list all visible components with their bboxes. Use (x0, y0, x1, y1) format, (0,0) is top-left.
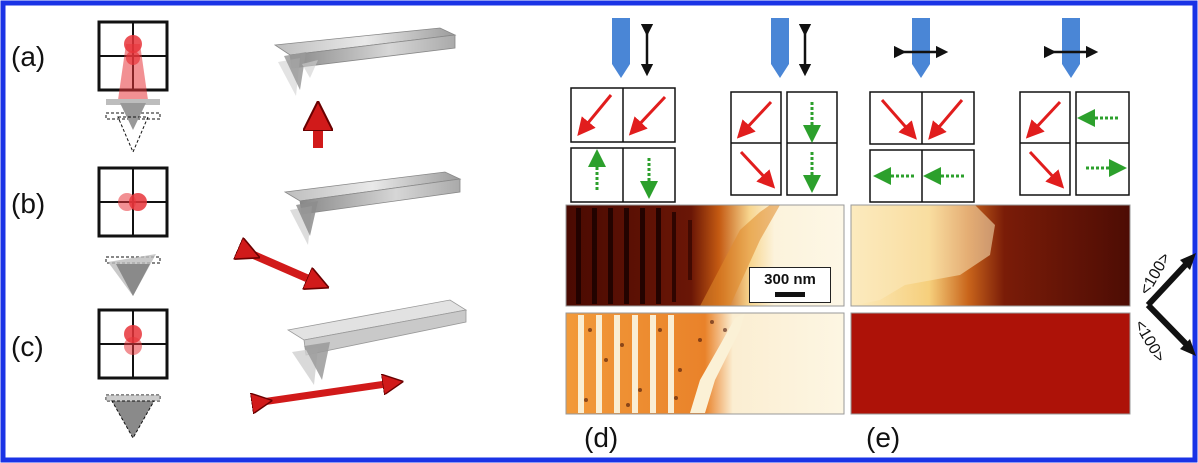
panel-label-d: (d) (584, 422, 619, 453)
domain-diagram-e1 (869, 91, 975, 203)
buckling-arrow (262, 383, 393, 402)
panel-label-b: (b) (11, 188, 46, 219)
tip-icon-e1 (893, 18, 949, 78)
panel-b-cantilever (249, 171, 462, 283)
crystal-axes: <100> <100> (1131, 250, 1196, 365)
scale-bar-line (775, 292, 805, 297)
tip-icon-d1 (612, 18, 654, 78)
panel-a-detector (97, 20, 169, 154)
axis-label-lower: <100> (1131, 318, 1168, 366)
scale-bar-label: 300 nm (764, 271, 816, 288)
panel-label-c: (c) (11, 331, 44, 362)
domain-diagram-d1 (570, 87, 676, 203)
domain-diagram-d2 (730, 91, 838, 196)
panel-c-cantilever (262, 299, 468, 402)
scale-bar: 300 nm (749, 267, 831, 303)
panel-a-cantilever (273, 27, 457, 148)
panel-b-detector (97, 166, 169, 296)
panel-label-e: (e) (866, 422, 901, 453)
tip-icon-d2 (771, 18, 812, 78)
axis-label-upper: <100> (1137, 250, 1174, 298)
domain-diagram-e2 (1019, 91, 1130, 196)
torsion-arrow (249, 253, 318, 283)
image-e-bottom (850, 312, 1131, 415)
panel-label-a: (a) (11, 41, 46, 72)
panel-c-detector (97, 308, 169, 440)
image-e-top (850, 204, 1131, 307)
image-d-bottom (565, 312, 845, 415)
tip-icon-e2 (1043, 18, 1099, 78)
